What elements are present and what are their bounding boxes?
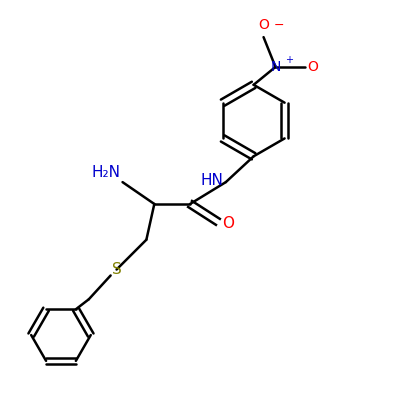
Text: HN: HN <box>201 173 224 188</box>
Text: H₂N: H₂N <box>92 165 120 180</box>
Text: N: N <box>270 60 281 74</box>
Text: −: − <box>274 19 284 32</box>
Text: O: O <box>222 216 234 231</box>
Text: O: O <box>307 60 318 74</box>
Text: +: + <box>286 55 294 65</box>
Text: O: O <box>258 18 269 32</box>
Text: S: S <box>112 262 122 277</box>
